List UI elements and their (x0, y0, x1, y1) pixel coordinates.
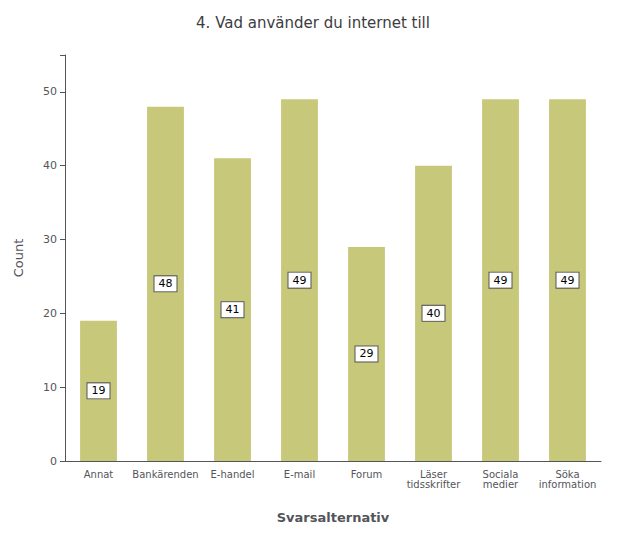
svg-text:40: 40 (427, 307, 441, 320)
svg-text:49: 49 (293, 274, 307, 287)
svg-text:tidsskrifter: tidsskrifter (407, 479, 462, 490)
svg-text:Bankärenden: Bankärenden (132, 469, 198, 480)
svg-text:Annat: Annat (84, 469, 114, 480)
svg-text:information: information (539, 479, 597, 490)
svg-text:20: 20 (43, 307, 57, 320)
svg-text:50: 50 (43, 85, 57, 98)
svg-text:41: 41 (226, 303, 240, 316)
svg-text:49: 49 (494, 274, 508, 287)
svg-text:Forum: Forum (351, 469, 383, 480)
svg-text:49: 49 (561, 274, 575, 287)
svg-text:19: 19 (92, 384, 106, 397)
svg-text:medier: medier (483, 479, 519, 490)
svg-text:10: 10 (43, 381, 57, 394)
svg-text:Count: Count (11, 239, 26, 278)
svg-text:4. Vad använder du internet ti: 4. Vad använder du internet till (196, 14, 430, 32)
svg-text:30: 30 (43, 233, 57, 246)
svg-text:Söka: Söka (555, 468, 580, 480)
svg-text:Läser: Läser (419, 468, 448, 480)
svg-text:Sociala: Sociala (482, 468, 519, 480)
svg-text:E-mail: E-mail (284, 469, 315, 480)
svg-text:40: 40 (43, 159, 57, 172)
svg-text:0: 0 (50, 455, 57, 468)
svg-text:48: 48 (159, 277, 173, 290)
svg-text:E-handel: E-handel (210, 469, 254, 480)
svg-text:29: 29 (360, 347, 374, 360)
svg-text:Svarsalternativ: Svarsalternativ (277, 510, 390, 525)
